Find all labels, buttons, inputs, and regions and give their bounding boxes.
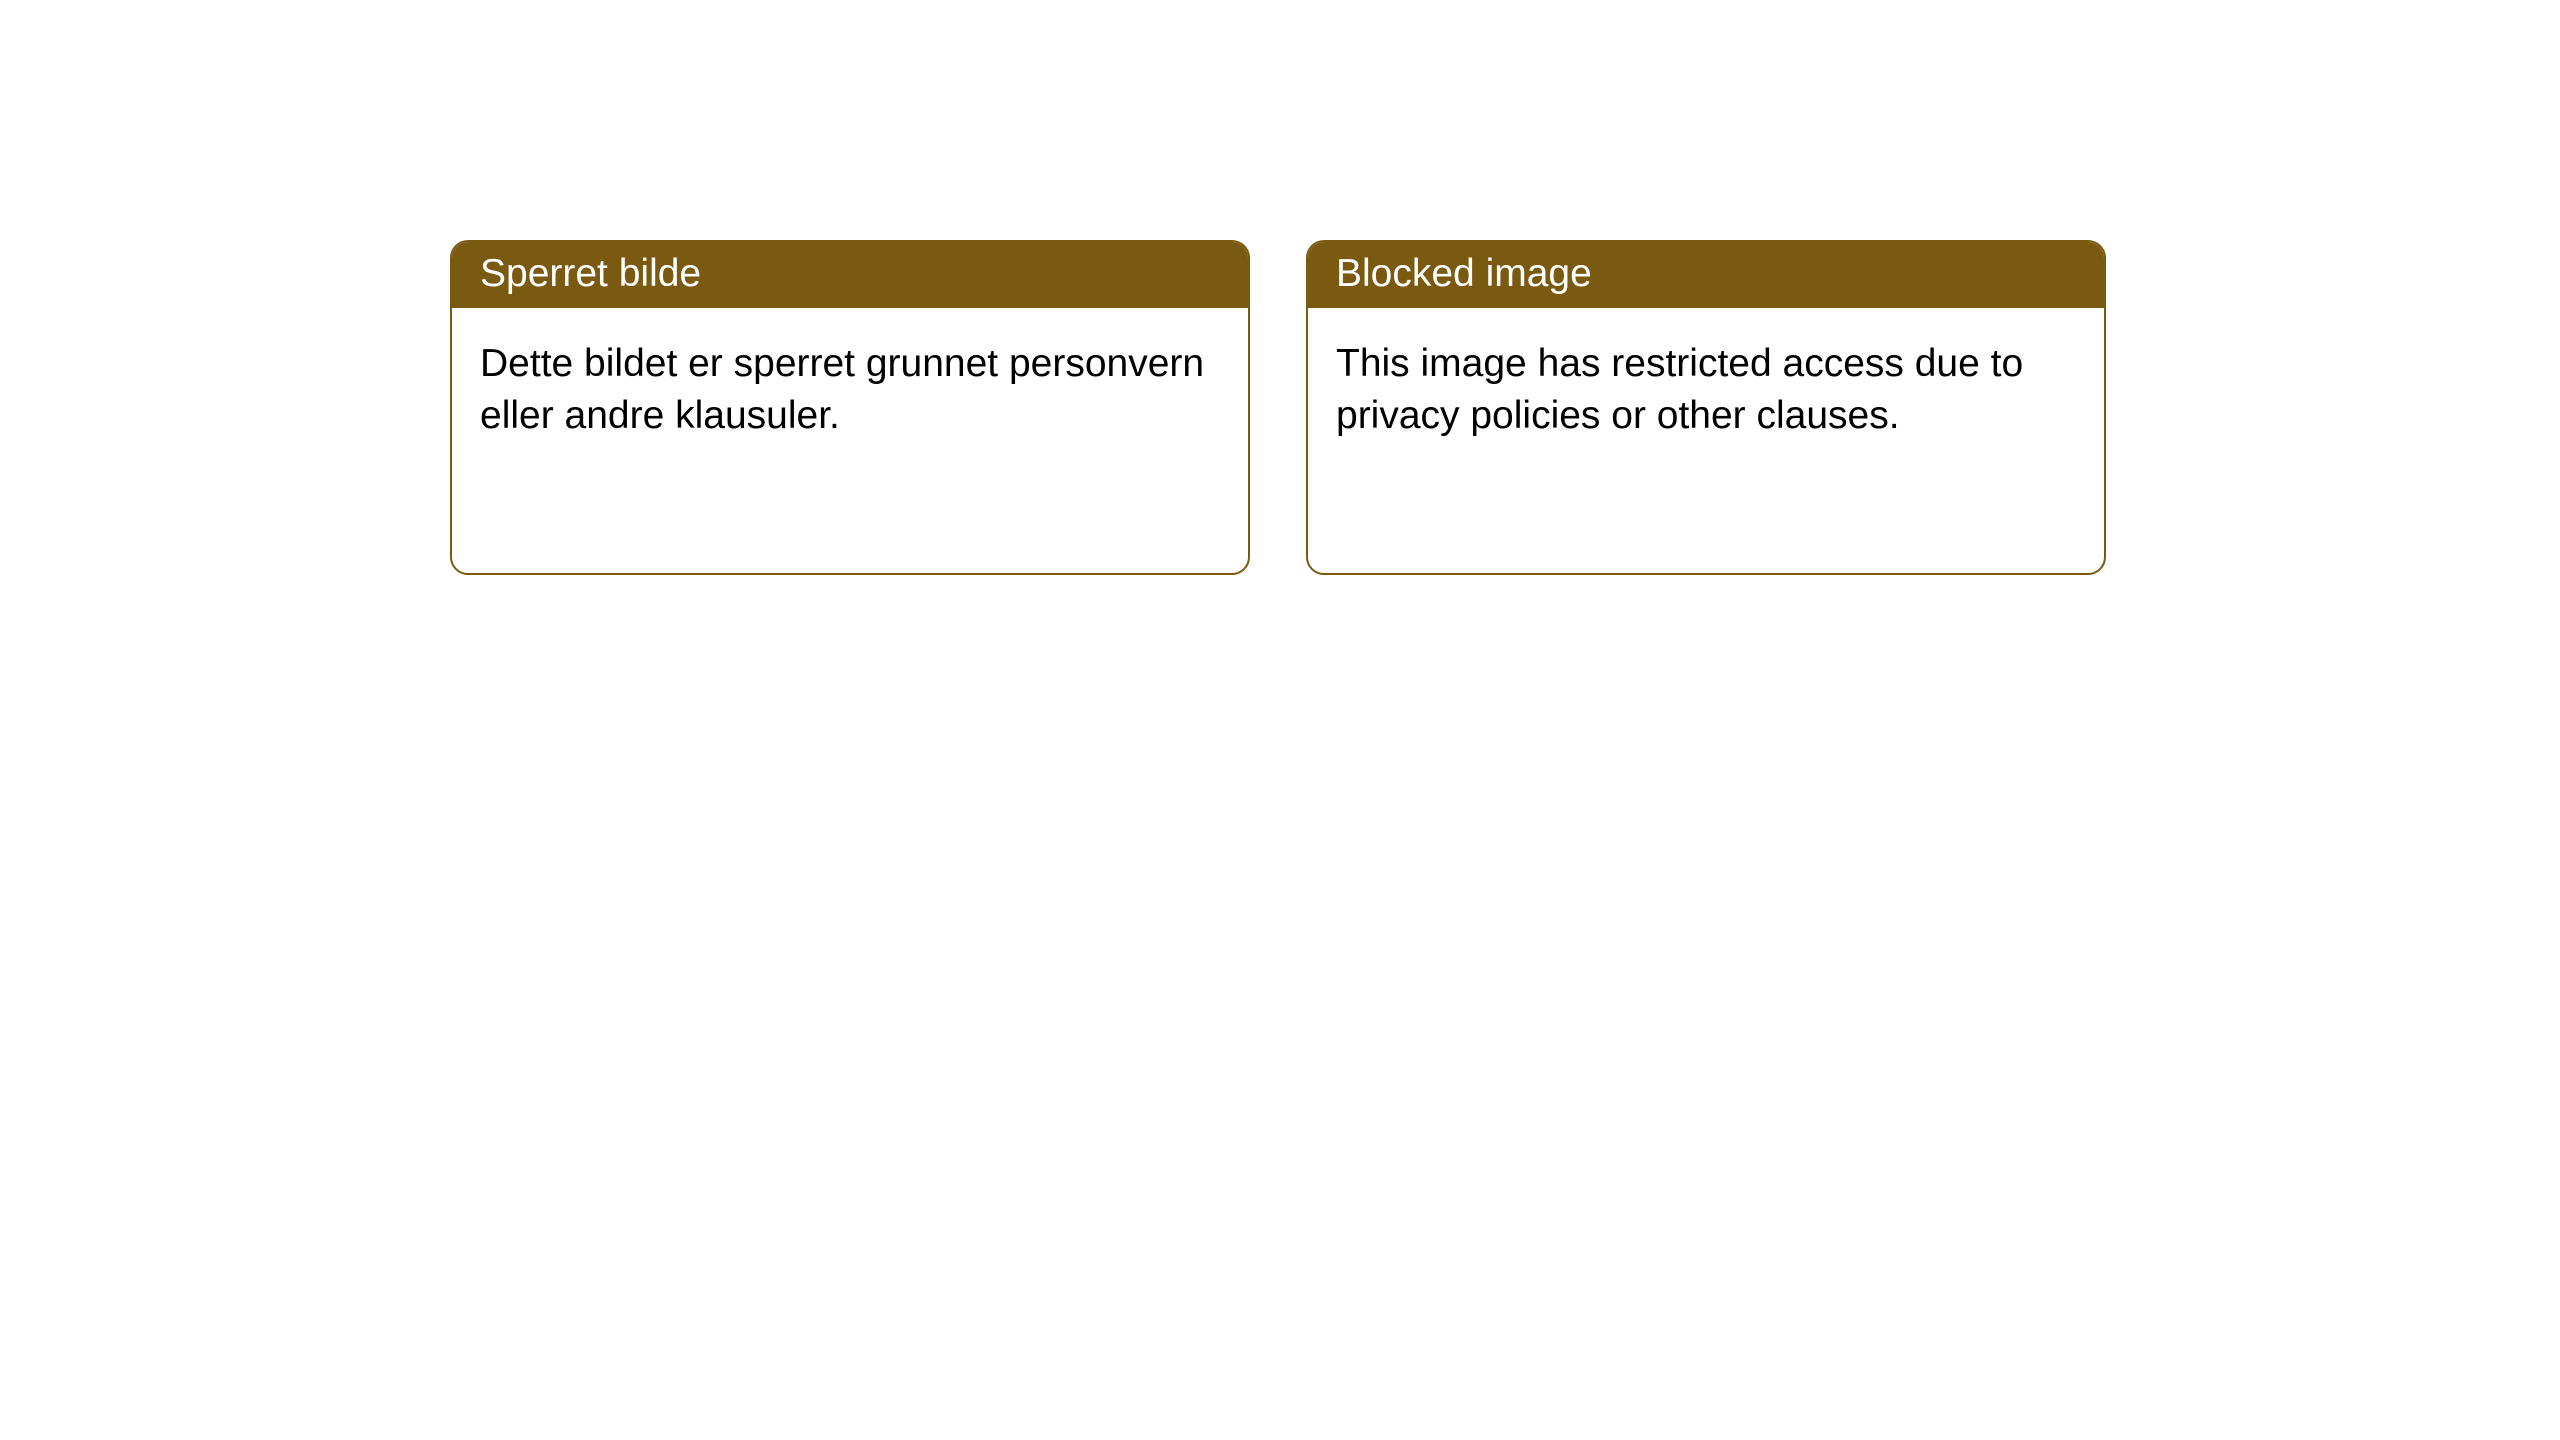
card-title: Blocked image [1336,252,1592,295]
card-body: Dette bildet er sperret grunnet personve… [452,308,1248,472]
card-title: Sperret bilde [480,252,701,295]
card-header: Blocked image [1308,242,2104,308]
card-norwegian: Sperret bilde Dette bildet er sperret gr… [450,240,1250,575]
card-header: Sperret bilde [452,242,1248,308]
card-body: This image has restricted access due to … [1308,308,2104,472]
card-english: Blocked image This image has restricted … [1306,240,2106,575]
card-body-text: Dette bildet er sperret grunnet personve… [480,342,1204,437]
card-body-text: This image has restricted access due to … [1336,342,2023,437]
blocked-image-cards: Sperret bilde Dette bildet er sperret gr… [450,240,2106,575]
